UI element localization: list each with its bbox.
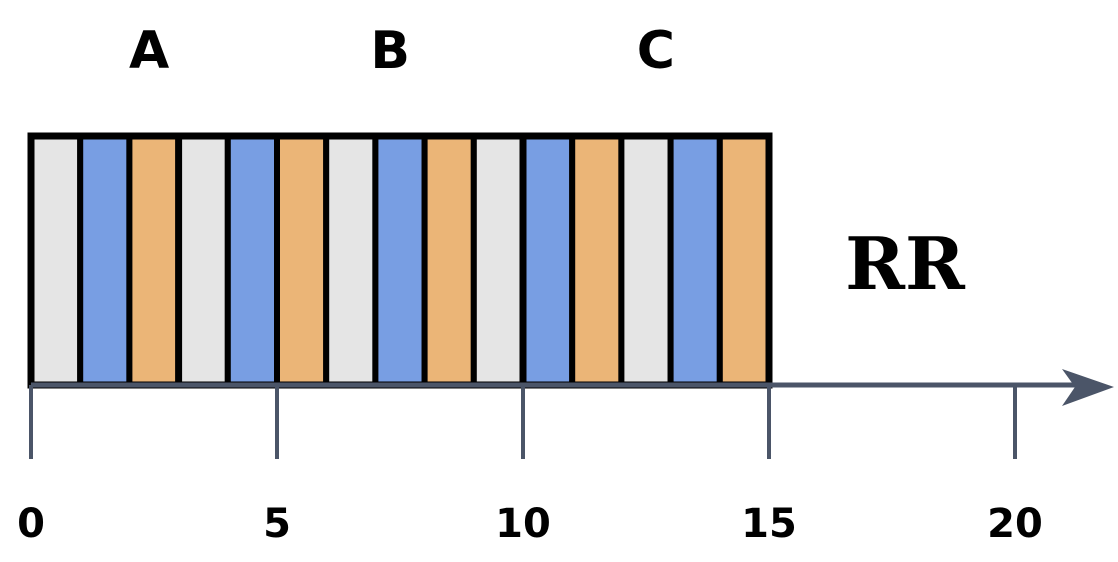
tick-label: 10 <box>495 501 551 547</box>
slice-a <box>618 133 674 388</box>
slice-c <box>569 133 625 388</box>
process-labels: A B C <box>129 21 675 81</box>
tick-label: 15 <box>741 501 797 547</box>
slice-b <box>372 133 428 388</box>
slice-c <box>716 133 772 388</box>
time-axis: 0 5 10 15 20 <box>17 369 1114 547</box>
process-label-c: C <box>637 21 675 81</box>
slice-b <box>77 133 133 388</box>
tick-label: 0 <box>17 501 45 547</box>
tick-label: 5 <box>263 501 291 547</box>
slice-a <box>28 133 84 388</box>
slice-a <box>470 133 526 388</box>
timeline-slices <box>28 133 772 388</box>
algorithm-title: RR <box>845 221 966 306</box>
slice-a <box>323 133 379 388</box>
slice-b <box>520 133 576 388</box>
axis-arrowhead <box>1062 369 1114 406</box>
slice-c <box>421 133 477 388</box>
tick-label: 20 <box>987 501 1043 547</box>
process-label-a: A <box>129 21 169 81</box>
slice-c <box>126 133 182 388</box>
process-label-b: B <box>370 21 410 81</box>
slice-c <box>274 133 330 388</box>
slice-b <box>667 133 723 388</box>
slice-b <box>224 133 281 388</box>
slice-a <box>175 133 231 388</box>
